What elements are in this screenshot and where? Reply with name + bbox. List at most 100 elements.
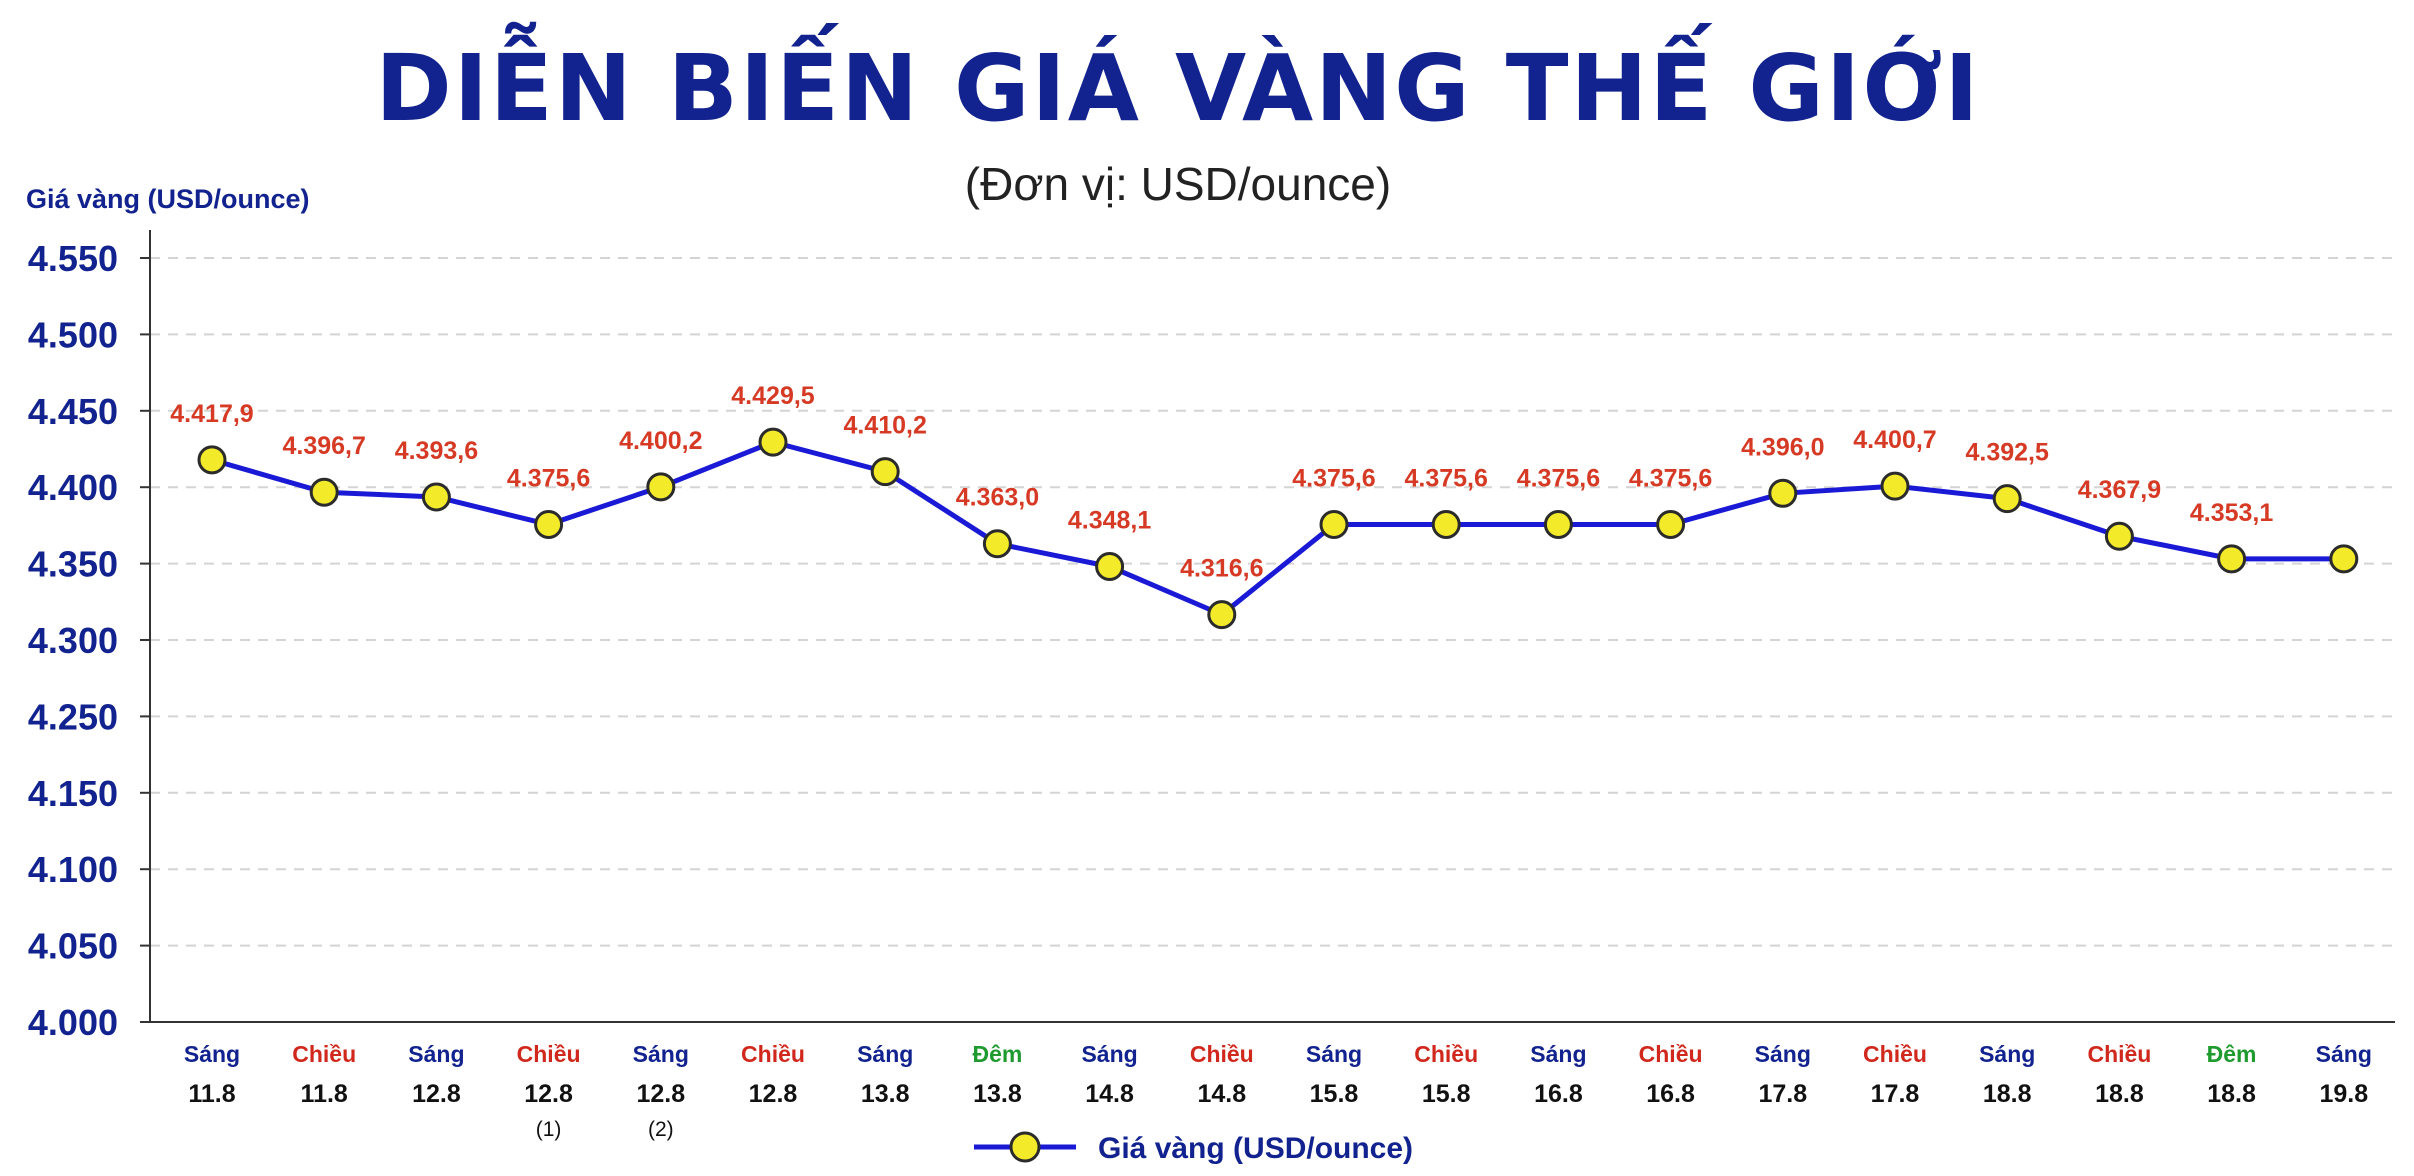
legend-label: Giá vàng (USD/ounce) <box>1098 1132 1413 1165</box>
x-tick-date: 18.8 <box>2207 1080 2256 1108</box>
x-tick-period: Chiều <box>1863 1041 1927 1067</box>
data-label: 4.375,6 <box>1517 464 1600 492</box>
x-tick-period: Sáng <box>1755 1041 1811 1067</box>
x-tick-period: Đêm <box>972 1041 1022 1067</box>
series-line <box>211 439 2344 618</box>
y-tick-label: 4.300 <box>28 620 118 661</box>
data-point <box>870 457 900 487</box>
data-label: 4.396,0 <box>1741 433 1824 461</box>
x-tick-period: Chiều <box>741 1041 805 1067</box>
data-label: 4.375,6 <box>507 464 590 492</box>
y-tick-label: 4.000 <box>28 1002 118 1043</box>
x-tick-date: 18.8 <box>1983 1080 2032 1108</box>
y-tick-label: 4.050 <box>28 926 118 967</box>
data-point <box>1431 509 1461 539</box>
x-tick-date: 12.8 <box>524 1080 573 1108</box>
x-tick-date: 15.8 <box>1310 1080 1359 1108</box>
chart-subtitle: (Đơn vị: USD/ounce) <box>965 158 1391 210</box>
x-tick-period: Sáng <box>1979 1041 2035 1067</box>
x-tick-period: Chiều <box>1414 1041 1478 1067</box>
x-tick-period: Sáng <box>408 1041 464 1067</box>
price-series <box>197 427 2359 630</box>
data-label: 4.392,5 <box>1965 439 2049 467</box>
data-point <box>421 482 451 512</box>
x-tick-period: Sáng <box>1530 1041 1586 1067</box>
data-label: 4.367,9 <box>2078 476 2161 504</box>
x-tick-date: 13.8 <box>861 1080 910 1108</box>
x-tick-date: 11.8 <box>188 1080 235 1108</box>
data-label: 4.375,6 <box>1292 464 1375 492</box>
x-tick-period: Sáng <box>1306 1041 1362 1067</box>
data-label: 4.363,0 <box>956 484 1039 512</box>
x-tick-period: Sáng <box>2316 1041 2372 1067</box>
x-tick-period: Chiều <box>1639 1041 1703 1067</box>
data-point <box>758 427 788 457</box>
x-tick-note: (2) <box>648 1118 674 1141</box>
x-axis-ticks: Sáng 11.8 Chiều 11.8 Sáng 12.8 Chiều 12.8 (1) Sán… <box>184 1041 2372 1141</box>
data-label: 4.375,6 <box>1629 464 1712 492</box>
data-label: 4.375,6 <box>1404 464 1487 492</box>
x-tick-date: 12.8 <box>412 1080 461 1108</box>
data-point <box>1095 552 1125 582</box>
x-tick-date: 15.8 <box>1422 1080 1471 1108</box>
grid-lines <box>150 257 2395 947</box>
data-point <box>197 445 227 475</box>
x-tick-note: (1) <box>536 1118 562 1141</box>
x-tick-date: 17.8 <box>1871 1080 1920 1108</box>
x-tick-date: 14.8 <box>1085 1080 1134 1108</box>
data-point <box>1207 600 1237 630</box>
y-tick-label: 4.550 <box>28 238 118 279</box>
data-label: 4.348,1 <box>1068 507 1152 535</box>
y-tick-label: 4.450 <box>28 391 118 432</box>
y-tick-label: 4.500 <box>28 314 118 355</box>
x-tick-date: 11.8 <box>301 1080 348 1108</box>
data-label: 4.400,7 <box>1853 426 1936 454</box>
data-point <box>1992 484 2022 514</box>
data-point <box>1543 509 1573 539</box>
data-label: 4.400,2 <box>619 427 702 455</box>
data-point <box>534 509 564 539</box>
y-axis-label: Giá vàng (USD/ounce) <box>26 184 310 214</box>
legend: Giá vàng (USD/ounce) <box>974 1131 1413 1165</box>
data-point <box>309 477 339 507</box>
x-tick-period: Đêm <box>2207 1041 2257 1067</box>
data-label: 4.410,2 <box>843 412 926 440</box>
legend-marker-icon <box>1009 1131 1041 1163</box>
data-label: 4.396,7 <box>282 432 365 460</box>
y-tick-label: 4.350 <box>28 544 118 585</box>
x-tick-period: Sáng <box>1081 1041 1137 1067</box>
data-point <box>2104 521 2134 551</box>
value-labels: 4.417,9 4.396,7 4.393,6 4.375,6 4.400,2 4.429… <box>170 382 2273 583</box>
data-point <box>2329 544 2359 574</box>
data-label: 4.353,1 <box>2190 499 2274 527</box>
data-label: 4.429,5 <box>731 382 815 410</box>
y-tick-label: 4.100 <box>28 849 118 890</box>
data-point <box>2217 544 2247 574</box>
x-tick-date: 16.8 <box>1646 1080 1695 1108</box>
data-label: 4.393,6 <box>395 437 478 465</box>
chart-title: DIỄN BIẾN GIÁ VÀNG THẾ GIỚI <box>375 21 1980 142</box>
x-tick-date: 19.8 <box>2319 1080 2368 1108</box>
data-label: 4.417,9 <box>170 400 253 428</box>
x-tick-date: 13.8 <box>973 1080 1022 1108</box>
x-tick-period: Sáng <box>184 1041 240 1067</box>
data-point <box>1880 471 1910 501</box>
x-tick-period: Chiều <box>292 1041 356 1067</box>
x-tick-period: Chiều <box>2087 1041 2151 1067</box>
data-point <box>1768 478 1798 508</box>
y-tick-label: 4.250 <box>28 696 118 737</box>
x-tick-period: Chiều <box>1190 1041 1254 1067</box>
x-tick-date: 12.8 <box>636 1080 685 1108</box>
y-tick-label: 4.150 <box>28 773 118 814</box>
x-tick-date: 17.8 <box>1758 1080 1807 1108</box>
data-point <box>1319 509 1349 539</box>
y-tick-label: 4.400 <box>28 467 118 508</box>
data-label: 4.316,6 <box>1180 555 1263 583</box>
axes <box>149 230 2395 1023</box>
y-axis-ticks: 4.000 4.050 4.100 4.150 4.250 4.300 4.350 4.400… <box>28 238 150 1043</box>
x-tick-period: Sáng <box>857 1041 913 1067</box>
data-point <box>1656 509 1686 539</box>
x-tick-period: Sáng <box>633 1041 689 1067</box>
x-tick-period: Chiều <box>517 1041 581 1067</box>
